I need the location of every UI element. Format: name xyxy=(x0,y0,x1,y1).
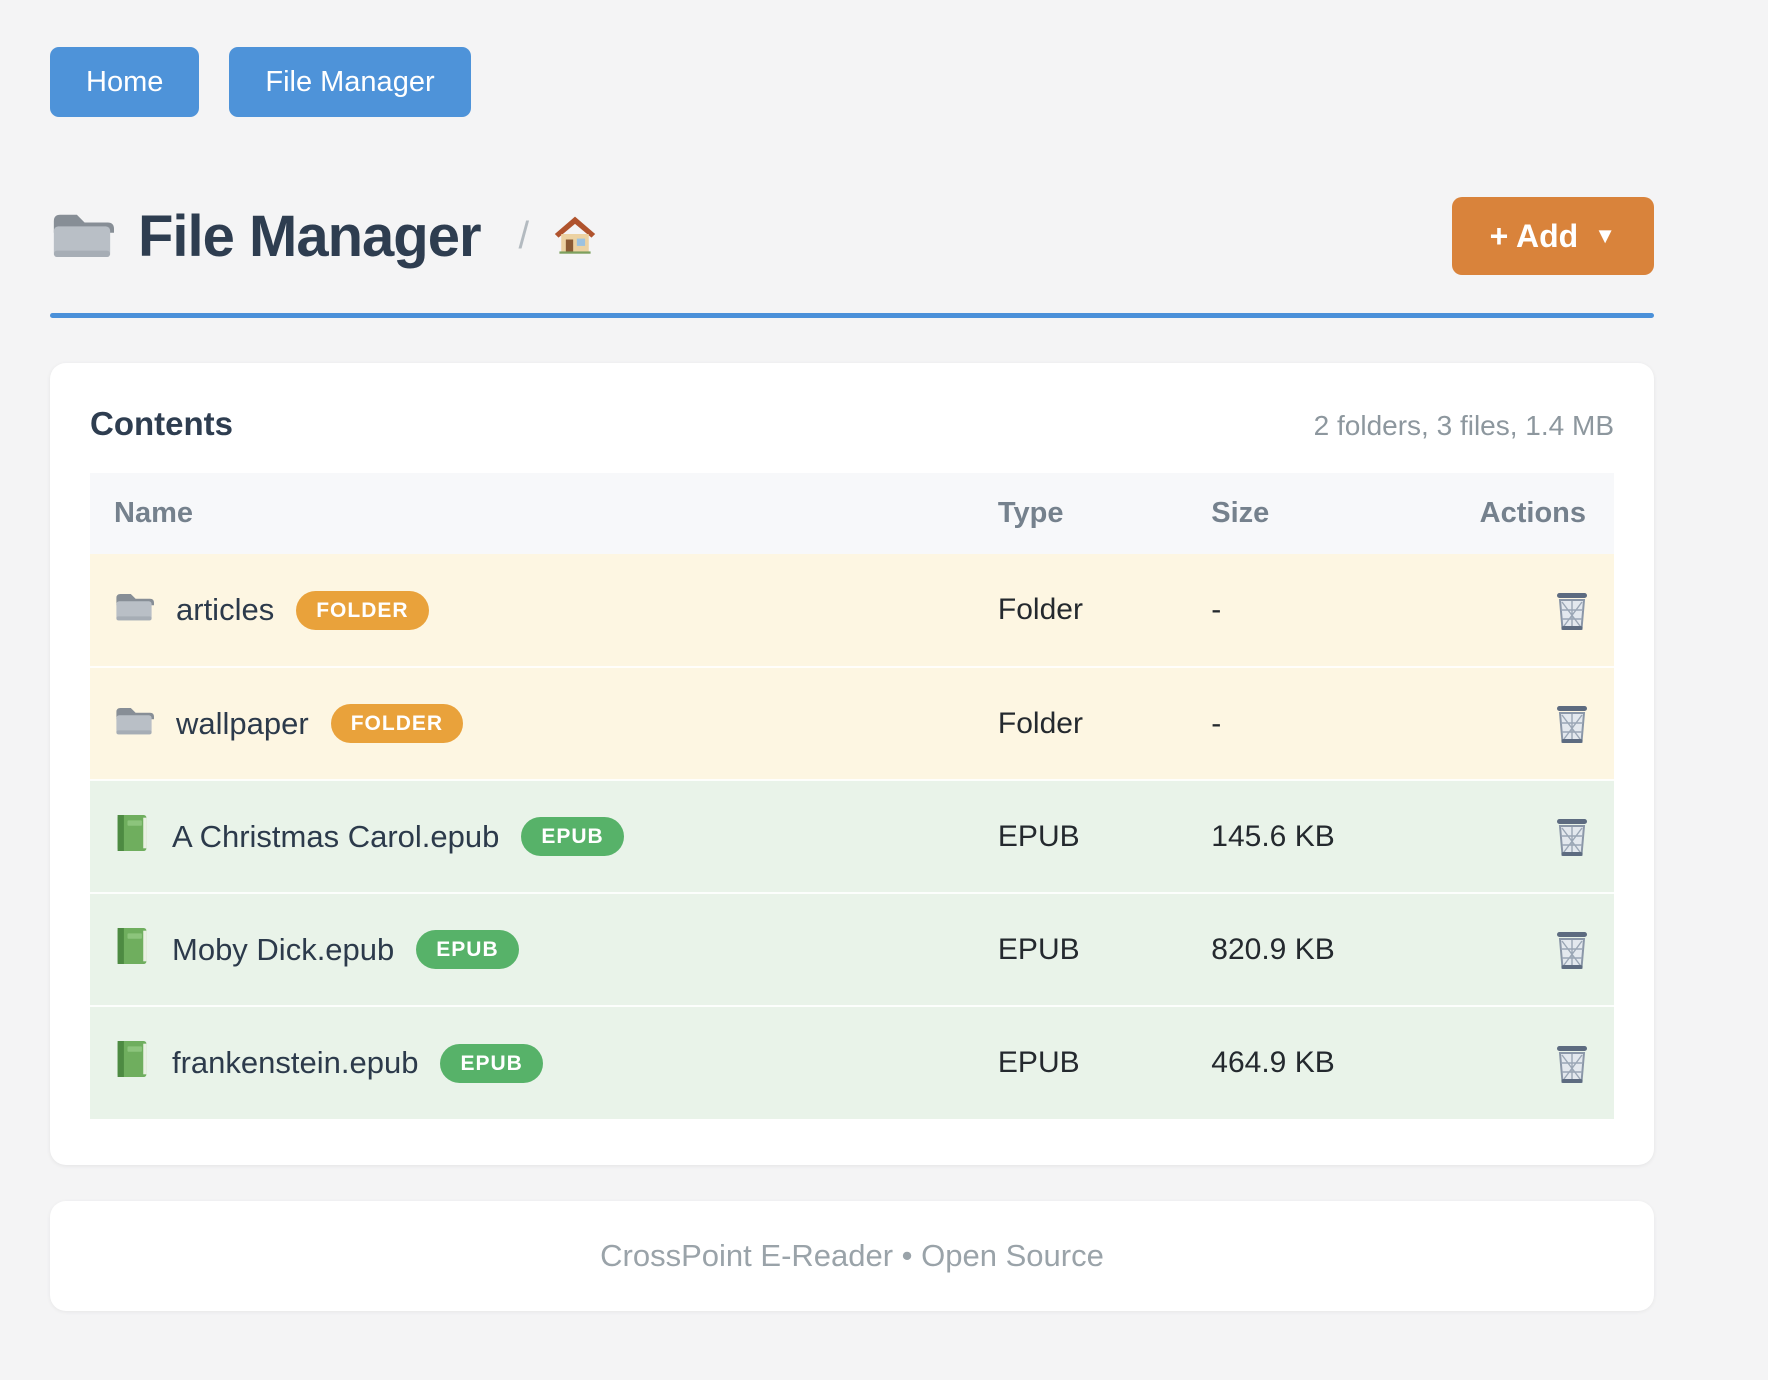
contents-card: Contents 2 folders, 3 files, 1.4 MB Name… xyxy=(50,363,1654,1165)
page: Home File Manager File Manager / + Add ▼… xyxy=(50,0,1654,1311)
item-type: EPUB xyxy=(973,892,1188,1006)
table-header-row: Name Type Size Actions xyxy=(90,473,1614,554)
epub-badge: EPUB xyxy=(440,1043,543,1083)
add-button[interactable]: + Add ▼ xyxy=(1451,197,1654,275)
breadcrumb-separator: / xyxy=(518,214,530,257)
folder-badge: FOLDER xyxy=(330,704,464,743)
item-type: EPUB xyxy=(973,1005,1188,1119)
column-header-name: Name xyxy=(90,473,974,554)
epub-badge: EPUB xyxy=(416,930,519,969)
delete-button[interactable] xyxy=(1554,816,1590,858)
delete-button[interactable] xyxy=(1554,1043,1590,1085)
contents-title: Contents xyxy=(90,405,233,442)
table-row[interactable]: frankenstein.epub EPUB EPUB 464.9 KB xyxy=(90,1005,1614,1119)
column-header-actions: Actions xyxy=(1446,473,1614,554)
table-row[interactable]: wallpaper FOLDER Folder - xyxy=(90,666,1614,780)
trash-icon xyxy=(1554,590,1590,632)
folder-badge: FOLDER xyxy=(296,590,429,630)
book-icon xyxy=(114,813,150,861)
footer: CrossPoint E-Reader • Open Source xyxy=(50,1201,1654,1311)
title-divider xyxy=(50,313,1654,318)
column-header-size: Size xyxy=(1187,473,1447,554)
item-type: Folder xyxy=(973,666,1188,780)
nav-bar: Home File Manager xyxy=(50,0,1654,117)
item-name[interactable]: wallpaper xyxy=(176,705,309,741)
delete-button[interactable] xyxy=(1554,929,1590,971)
add-button-label: + Add xyxy=(1489,218,1579,254)
column-header-type: Type xyxy=(973,473,1188,554)
book-icon xyxy=(114,1039,150,1087)
contents-summary: 2 folders, 3 files, 1.4 MB xyxy=(1313,410,1614,441)
trash-icon xyxy=(1554,703,1590,745)
nav-home-button[interactable]: Home xyxy=(50,47,200,117)
footer-text: CrossPoint E-Reader • Open Source xyxy=(600,1238,1104,1273)
item-size: - xyxy=(1187,666,1447,780)
table-row[interactable]: Moby Dick.epub EPUB EPUB 820.9 KB xyxy=(90,892,1614,1006)
item-type: EPUB xyxy=(973,779,1188,893)
home-icon[interactable] xyxy=(553,212,597,261)
contents-card-header: Contents 2 folders, 3 files, 1.4 MB xyxy=(90,405,1614,443)
item-size: 145.6 KB xyxy=(1187,779,1447,893)
table-row[interactable]: articles FOLDER Folder - xyxy=(90,554,1614,667)
page-header: File Manager / + Add ▼ xyxy=(50,197,1654,275)
trash-icon xyxy=(1554,929,1590,971)
table-row[interactable]: A Christmas Carol.epub EPUB EPUB 145.6 K… xyxy=(90,779,1614,893)
folder-icon xyxy=(50,208,114,265)
epub-badge: EPUB xyxy=(521,817,624,856)
title-wrap: File Manager / xyxy=(50,203,1452,270)
folder-icon xyxy=(114,590,154,630)
item-name[interactable]: articles xyxy=(176,592,275,627)
book-icon xyxy=(114,926,150,974)
item-name[interactable]: frankenstein.epub xyxy=(172,1045,419,1080)
trash-icon xyxy=(1554,1043,1590,1085)
nav-file-manager-button[interactable]: File Manager xyxy=(229,47,471,117)
item-name[interactable]: Moby Dick.epub xyxy=(172,931,395,967)
item-size: 464.9 KB xyxy=(1187,1005,1447,1119)
item-size: - xyxy=(1187,554,1447,667)
delete-button[interactable] xyxy=(1554,703,1590,745)
page-title: File Manager xyxy=(138,203,482,269)
delete-button[interactable] xyxy=(1554,590,1590,632)
chevron-down-icon: ▼ xyxy=(1594,223,1616,248)
item-size: 820.9 KB xyxy=(1187,892,1447,1006)
file-table: Name Type Size Actions articles FOLDER xyxy=(90,473,1614,1119)
trash-icon xyxy=(1554,816,1590,858)
item-name[interactable]: A Christmas Carol.epub xyxy=(172,818,500,854)
item-type: Folder xyxy=(973,554,1188,667)
folder-icon xyxy=(114,704,154,744)
